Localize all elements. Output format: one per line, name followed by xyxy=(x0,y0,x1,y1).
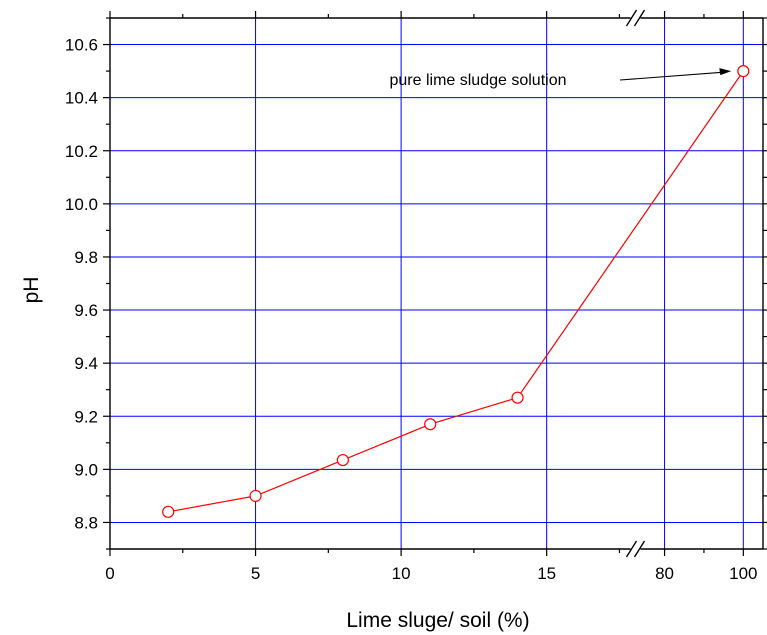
x-tick-label: 0 xyxy=(105,564,114,583)
data-point xyxy=(249,489,262,502)
data-point xyxy=(424,418,437,431)
axis-break-mark xyxy=(633,9,646,27)
data-point xyxy=(511,391,524,404)
annotation-arrow-line xyxy=(619,71,726,81)
x-tick-label: 15 xyxy=(537,564,556,583)
y-tick-label: 10.2 xyxy=(65,142,98,161)
data-point xyxy=(336,453,349,467)
tick-labels: 8.8 9.0 9.2 9.4 9.6 9.8 10.0 10.2 10.4 10.6 0 5 10 15… xyxy=(65,36,758,583)
series-break-gap xyxy=(641,166,657,188)
axis-break-mark xyxy=(625,540,638,558)
y-tick-label: 10.6 xyxy=(65,36,98,55)
series-line xyxy=(168,70,744,513)
axis-break-mark xyxy=(633,540,646,558)
y-tick-label: 10.4 xyxy=(65,89,98,108)
data-point xyxy=(737,64,750,78)
axes xyxy=(103,9,767,558)
y-tick-label: 9.2 xyxy=(74,407,98,426)
y-tick-label: 9.8 xyxy=(74,248,98,267)
data-point xyxy=(162,505,175,518)
y-tick-label: 8.8 xyxy=(74,513,98,532)
x-tick-label: 80 xyxy=(655,564,674,583)
y-tick-label: 9.0 xyxy=(74,460,98,479)
annotations: pure lime sludge solution xyxy=(390,68,732,89)
plot-series xyxy=(162,64,750,518)
x-axis-title: Lime sluge/ soil (%) xyxy=(346,609,529,632)
x-tick-label: 5 xyxy=(251,564,260,583)
annotation-arrow-head xyxy=(719,68,732,76)
annotation-label: pure lime sludge solution xyxy=(390,72,567,89)
x-tick-label: 10 xyxy=(392,564,411,583)
axis-break-mark xyxy=(625,9,638,27)
y-tick-label: 9.6 xyxy=(74,301,98,320)
y-axis-title: pH xyxy=(20,277,43,304)
y-tick-label: 9.4 xyxy=(74,354,98,373)
grid xyxy=(110,18,763,549)
x-tick-label: 100 xyxy=(729,564,757,583)
y-tick-label: 10.0 xyxy=(65,195,98,214)
